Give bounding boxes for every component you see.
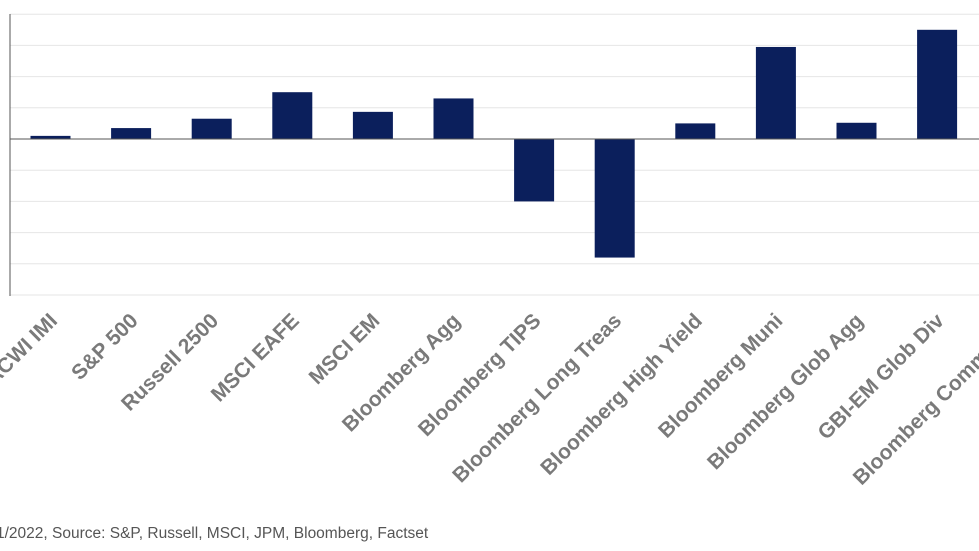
x-tick-label: Bloomberg Glob Agg — [703, 309, 868, 474]
x-tick-label: MSCI EM — [305, 309, 385, 389]
bar — [917, 29, 958, 139]
x-tick-label: ACWI IMI — [0, 309, 62, 390]
bar — [272, 92, 313, 139]
source-footnote: 1/2022, Source: S&P, Russell, MSCI, JPM,… — [0, 525, 429, 542]
axes — [9, 14, 979, 296]
x-tick-label: S&P 500 — [67, 309, 142, 384]
bar — [675, 123, 716, 139]
bars — [30, 29, 958, 258]
bar — [433, 98, 474, 139]
x-tick-label: Bloomberg Long Treas — [448, 309, 626, 487]
gridlines — [10, 13, 979, 296]
bar — [755, 46, 796, 139]
bar — [352, 111, 393, 139]
bar — [30, 135, 71, 139]
bar — [594, 139, 635, 258]
bar — [514, 139, 555, 202]
x-tick-label: Bloomberg High Yield — [536, 309, 707, 480]
bar — [191, 118, 232, 139]
bar — [111, 128, 152, 139]
bar — [836, 122, 877, 139]
